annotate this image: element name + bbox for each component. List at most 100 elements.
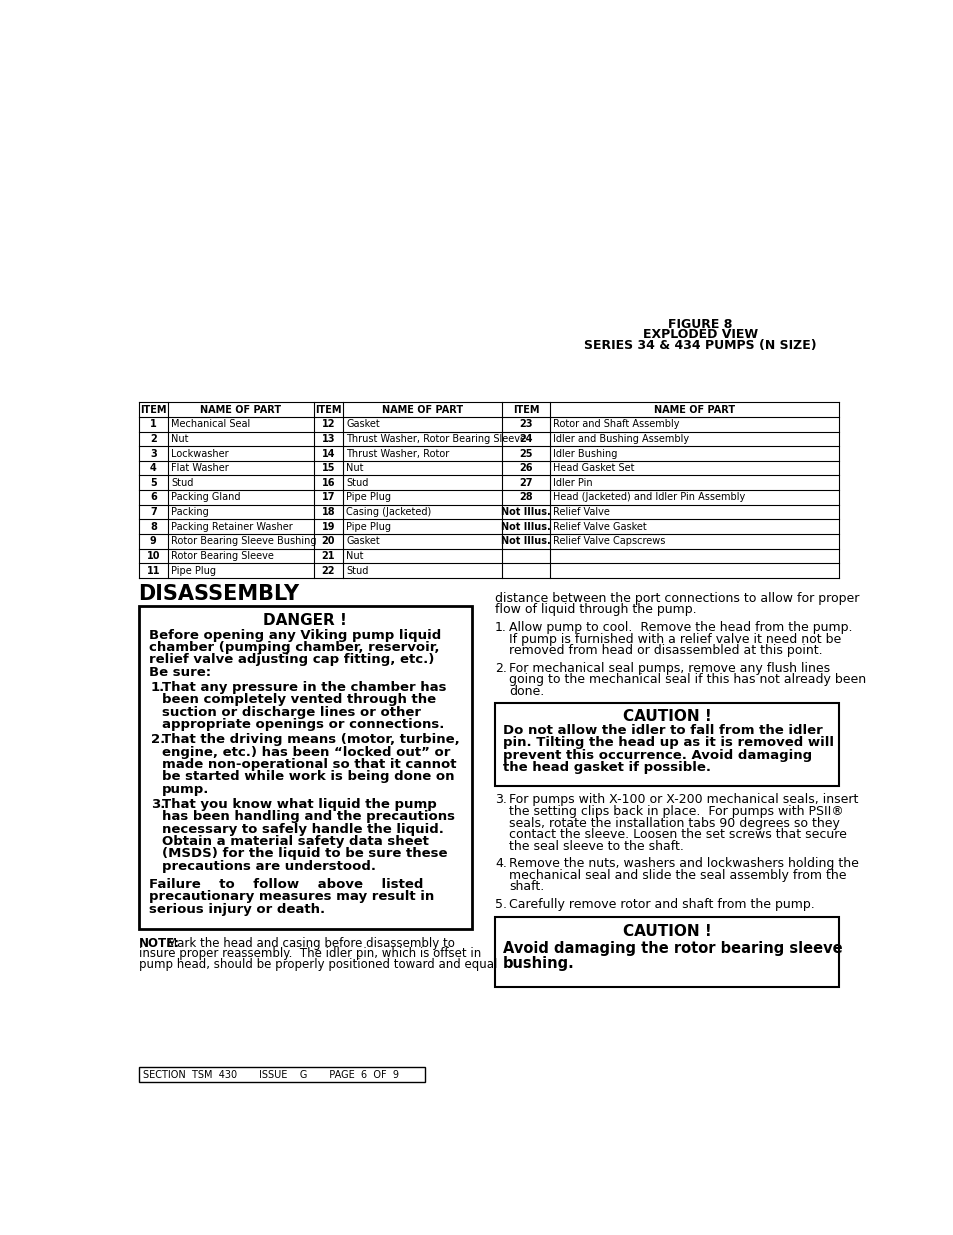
Text: Thrust Washer, Rotor Bearing Sleeve: Thrust Washer, Rotor Bearing Sleeve <box>346 433 526 443</box>
Text: prevent this occurrence. Avoid damaging: prevent this occurrence. Avoid damaging <box>502 748 811 762</box>
Text: 1.: 1. <box>151 680 165 694</box>
Text: 1: 1 <box>150 419 156 430</box>
Text: bushing.: bushing. <box>502 956 574 971</box>
Text: Failure    to    follow    above    listed: Failure to follow above listed <box>150 878 423 892</box>
Text: NAME OF PART: NAME OF PART <box>200 405 281 415</box>
Text: flow of liquid through the pump.: flow of liquid through the pump. <box>495 603 696 616</box>
Text: suction or discharge lines or other: suction or discharge lines or other <box>162 705 420 719</box>
Text: 2.: 2. <box>151 734 165 746</box>
Bar <box>138 605 472 929</box>
Text: going to the mechanical seal if this has not already been: going to the mechanical seal if this has… <box>509 673 865 687</box>
Text: NOTE:: NOTE: <box>138 936 179 950</box>
Text: 2.: 2. <box>495 662 506 674</box>
Text: NAME OF PART: NAME OF PART <box>654 405 735 415</box>
Text: 9: 9 <box>150 536 156 546</box>
Text: Before opening any Viking pump liquid: Before opening any Viking pump liquid <box>150 629 441 642</box>
Text: Idler Pin: Idler Pin <box>553 478 592 488</box>
Text: pump.: pump. <box>162 783 209 795</box>
Text: Mark the head and casing before disassembly to: Mark the head and casing before disassem… <box>167 936 455 950</box>
Text: 18: 18 <box>321 508 335 517</box>
Text: 10: 10 <box>147 551 160 561</box>
Text: 4.: 4. <box>495 857 506 871</box>
Text: Relief Valve Capscrews: Relief Valve Capscrews <box>553 536 665 546</box>
Text: Gasket: Gasket <box>346 536 379 546</box>
Text: Pipe Plug: Pipe Plug <box>346 521 391 531</box>
Text: ITEM: ITEM <box>513 405 538 415</box>
Text: Packing: Packing <box>171 508 209 517</box>
Text: mechanical seal and slide the seal assembly from the: mechanical seal and slide the seal assem… <box>509 869 845 882</box>
Text: seals, rotate the installation tabs 90 degrees so they: seals, rotate the installation tabs 90 d… <box>509 816 839 830</box>
Text: Nut: Nut <box>171 433 189 443</box>
Text: Flat Washer: Flat Washer <box>171 463 229 473</box>
Text: 17: 17 <box>321 493 335 503</box>
Text: That any pressure in the chamber has: That any pressure in the chamber has <box>162 680 446 694</box>
Text: Head (Jacketed) and Idler Pin Assembly: Head (Jacketed) and Idler Pin Assembly <box>553 493 744 503</box>
Text: Head Gasket Set: Head Gasket Set <box>553 463 634 473</box>
Text: 23: 23 <box>518 419 533 430</box>
Text: the seal sleeve to the shaft.: the seal sleeve to the shaft. <box>509 840 683 852</box>
Text: SERIES 34 & 434 PUMPS (N SIZE): SERIES 34 & 434 PUMPS (N SIZE) <box>583 340 816 352</box>
Text: 3: 3 <box>150 448 156 458</box>
Text: Stud: Stud <box>346 566 368 576</box>
Text: 27: 27 <box>518 478 533 488</box>
Text: been completely vented through the: been completely vented through the <box>162 693 436 706</box>
Text: has been handling and the precautions: has been handling and the precautions <box>162 810 455 824</box>
Text: 21: 21 <box>321 551 335 561</box>
Text: made non-operational so that it cannot: made non-operational so that it cannot <box>162 758 456 771</box>
Text: Mechanical Seal: Mechanical Seal <box>171 419 250 430</box>
Text: Nut: Nut <box>346 463 363 473</box>
Text: Nut: Nut <box>346 551 363 561</box>
Text: For mechanical seal pumps, remove any flush lines: For mechanical seal pumps, remove any fl… <box>509 662 829 674</box>
Text: 5: 5 <box>150 478 156 488</box>
Text: Rotor Bearing Sleeve: Rotor Bearing Sleeve <box>171 551 274 561</box>
Text: Packing Gland: Packing Gland <box>171 493 240 503</box>
Text: Not Illus.: Not Illus. <box>500 508 551 517</box>
Text: Pipe Plug: Pipe Plug <box>171 566 216 576</box>
Text: CAUTION !: CAUTION ! <box>622 709 711 724</box>
Text: Carefully remove rotor and shaft from the pump.: Carefully remove rotor and shaft from th… <box>509 898 814 911</box>
Text: Lockwasher: Lockwasher <box>171 448 229 458</box>
Text: be started while work is being done on: be started while work is being done on <box>162 771 454 783</box>
Text: precautionary measures may result in: precautionary measures may result in <box>150 890 435 904</box>
Bar <box>495 918 839 987</box>
Text: 5.: 5. <box>495 898 507 911</box>
Text: 16: 16 <box>321 478 335 488</box>
Text: 25: 25 <box>518 448 533 458</box>
Text: Relief Valve: Relief Valve <box>553 508 610 517</box>
Text: ITEM: ITEM <box>140 405 167 415</box>
Text: 6: 6 <box>150 493 156 503</box>
Text: Casing (Jacketed): Casing (Jacketed) <box>346 508 431 517</box>
Text: chamber (pumping chamber, reservoir,: chamber (pumping chamber, reservoir, <box>150 641 439 655</box>
Text: FIGURE 8: FIGURE 8 <box>668 317 732 331</box>
Text: Rotor and Shaft Assembly: Rotor and Shaft Assembly <box>553 419 679 430</box>
Text: EXPLODED VIEW: EXPLODED VIEW <box>642 329 758 341</box>
Text: If pump is furnished with a relief valve it need not be: If pump is furnished with a relief valve… <box>509 632 841 646</box>
Text: contact the sleeve. Loosen the set screws that secure: contact the sleeve. Loosen the set screw… <box>509 829 846 841</box>
Text: distance between the port connections to allow for proper: distance between the port connections to… <box>495 592 859 605</box>
Text: Idler Bushing: Idler Bushing <box>553 448 617 458</box>
Text: removed from head or disassembled at this point.: removed from head or disassembled at thi… <box>509 645 821 657</box>
Text: That the driving means (motor, turbine,: That the driving means (motor, turbine, <box>162 734 459 746</box>
Text: 22: 22 <box>321 566 335 576</box>
Text: Allow pump to cool.  Remove the head from the pump.: Allow pump to cool. Remove the head from… <box>509 621 852 634</box>
Text: 1.: 1. <box>495 621 506 634</box>
Text: 14: 14 <box>321 448 335 458</box>
Text: shaft.: shaft. <box>509 881 544 893</box>
Text: 12: 12 <box>321 419 335 430</box>
Text: 7: 7 <box>150 508 156 517</box>
Text: NAME OF PART: NAME OF PART <box>382 405 463 415</box>
Text: CAUTION !: CAUTION ! <box>622 924 711 939</box>
Text: Do not allow the idler to fall from the idler: Do not allow the idler to fall from the … <box>502 724 821 737</box>
Text: Be sure:: Be sure: <box>150 666 212 679</box>
Text: 19: 19 <box>321 521 335 531</box>
Text: done.: done. <box>509 685 544 698</box>
Text: 20: 20 <box>321 536 335 546</box>
Text: appropriate openings or connections.: appropriate openings or connections. <box>162 718 444 731</box>
Text: 2: 2 <box>150 433 156 443</box>
Text: SECTION  TSM  430       ISSUE    G       PAGE  6  OF  9: SECTION TSM 430 ISSUE G PAGE 6 OF 9 <box>143 1070 399 1079</box>
Text: DISASSEMBLY: DISASSEMBLY <box>138 584 299 604</box>
Text: pin. Tilting the head up as it is removed will: pin. Tilting the head up as it is remove… <box>502 736 833 750</box>
Text: necessary to safely handle the liquid.: necessary to safely handle the liquid. <box>162 823 443 836</box>
Text: relief valve adjusting cap fitting, etc.): relief valve adjusting cap fitting, etc.… <box>150 653 435 667</box>
Text: 8: 8 <box>150 521 156 531</box>
